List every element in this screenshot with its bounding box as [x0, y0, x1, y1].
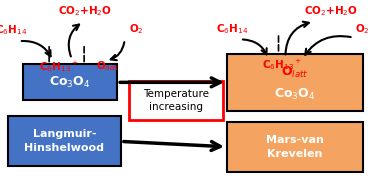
- Text: O$_{ads}$: O$_{ads}$: [96, 59, 119, 73]
- Text: Temperature
increasing: Temperature increasing: [143, 89, 209, 112]
- Text: CO$_2$+H$_2$O: CO$_2$+H$_2$O: [58, 4, 112, 18]
- Text: CO$_2$+H$_2$O: CO$_2$+H$_2$O: [304, 4, 358, 18]
- FancyBboxPatch shape: [227, 54, 363, 111]
- Text: Langmuir-
Hinshelwood: Langmuir- Hinshelwood: [24, 129, 104, 153]
- Text: C$_6$H$_{14}$: C$_6$H$_{14}$: [0, 23, 28, 37]
- FancyBboxPatch shape: [129, 81, 223, 120]
- Text: O$_2$: O$_2$: [129, 22, 144, 36]
- FancyBboxPatch shape: [227, 122, 363, 172]
- Text: C$_6$H$_{14}$: C$_6$H$_{14}$: [216, 22, 249, 36]
- Text: C$_6$H$_{13}$$^+$: C$_6$H$_{13}$$^+$: [262, 57, 302, 72]
- Text: Mars-van
Krevelen: Mars-van Krevelen: [266, 135, 324, 159]
- FancyBboxPatch shape: [8, 116, 121, 166]
- Text: O$_2$: O$_2$: [355, 22, 370, 36]
- Text: C$_6$H$_{13}$$^+$: C$_6$H$_{13}$$^+$: [39, 59, 79, 74]
- Text: Co$_3$O$_4$: Co$_3$O$_4$: [274, 87, 316, 103]
- FancyBboxPatch shape: [23, 64, 117, 100]
- Text: Co$_3$O$_4$: Co$_3$O$_4$: [49, 75, 91, 90]
- Text: O$_{latt}$: O$_{latt}$: [281, 64, 309, 80]
